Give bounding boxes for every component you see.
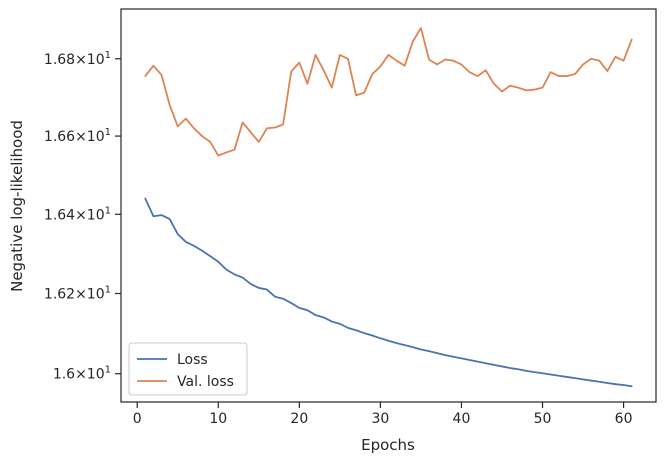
y-tick-label: 1.66×101: [44, 127, 111, 145]
legend-box: [128, 342, 248, 396]
y-tick-label: 1.6×101: [53, 365, 111, 383]
x-tick-label: 0: [133, 411, 142, 427]
y-tick-label: 1.68×101: [44, 50, 111, 68]
x-tick-label: 10: [209, 411, 227, 427]
legend-label-loss: Loss: [177, 352, 208, 368]
legend: Loss Val. loss: [128, 342, 248, 396]
y-tick-label: 1.64×101: [44, 205, 111, 223]
series-lines: [144, 27, 633, 388]
y-axis: 1.6×101 1.62×101 1.64×101 1.66×101 1.68×101: [44, 50, 121, 383]
x-axis: 0 10 20 30 40 50 60: [133, 402, 633, 427]
series-line-loss: [144, 197, 633, 388]
plot-frame: [120, 8, 657, 403]
x-tick-label: 60: [615, 411, 633, 427]
x-axis-label: Epochs: [361, 436, 415, 454]
y-axis-label: Negative log-likelihood: [8, 120, 26, 292]
legend-label-val-loss: Val. loss: [177, 374, 234, 390]
x-tick-label: 30: [371, 411, 389, 427]
y-tick-label: 1.62×101: [44, 285, 111, 303]
x-tick-label: 40: [453, 411, 471, 427]
series-line-val-loss: [144, 27, 633, 157]
x-tick-label: 50: [534, 411, 552, 427]
x-tick-label: 20: [290, 411, 308, 427]
